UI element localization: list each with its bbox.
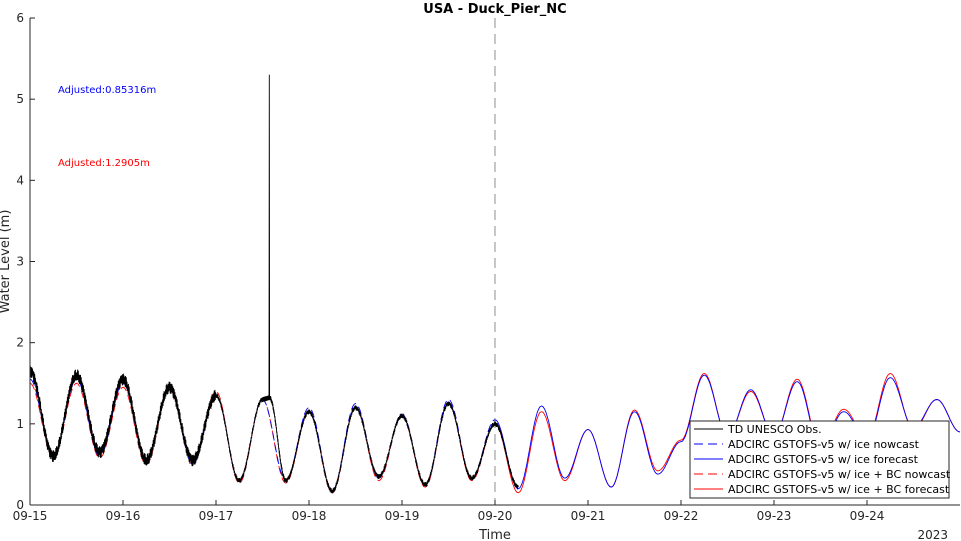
legend: TD UNESCO Obs. ADCIRC GSTOFS-v5 w/ ice no… (689, 420, 951, 499)
legend-box (689, 420, 950, 499)
axes-layer: 09-15 09-16 09-17 09-18 09-19 09-20 09-21 09-22… (13, 11, 960, 523)
y-tick-label: 5 (16, 92, 24, 106)
x-tick-label: 09-18 (292, 509, 327, 523)
annotation-adjusted-red: Adjusted:1.2905m (58, 158, 150, 169)
y-tick-label: 6 (16, 11, 24, 25)
x-tick-label: 09-23 (757, 509, 792, 523)
x-tick-label: 09-16 (106, 509, 141, 523)
x-tick-label: 09-24 (850, 509, 885, 523)
x-tick-label: 09-21 (571, 509, 606, 523)
legend-items: TD UNESCO Obs. ADCIRC GSTOFS-v5 w/ ice no… (694, 423, 951, 496)
legend-label-3: ADCIRC GSTOFS-v5 w/ ice + BC nowcast (728, 468, 951, 481)
x-tick-label: 09-15 (13, 509, 48, 523)
x-tick-label: 09-20 (478, 509, 513, 523)
legend-label-4: ADCIRC GSTOFS-v5 w/ ice + BC forecast (728, 483, 950, 496)
x-axis-label: Time (478, 528, 511, 541)
series-line-0 (29, 74, 519, 494)
legend-label-0: TD UNESCO Obs. (727, 423, 822, 436)
x-tick-label: 09-22 (664, 509, 699, 523)
y-tick-label: 1 (16, 417, 24, 431)
y-tick-label: 3 (16, 255, 24, 269)
chart-title: USA - Duck_Pier_NC (423, 2, 566, 17)
x-tick-label: 09-17 (199, 509, 234, 523)
annotation-adjusted-blue: Adjusted:0.85316m (58, 85, 156, 96)
y-tick-label: 4 (16, 173, 24, 187)
legend-label-2: ADCIRC GSTOFS-v5 w/ ice forecast (728, 453, 919, 466)
y-tick-label: 0 (16, 498, 24, 512)
y-axis-label: Water Level (m) (0, 210, 13, 314)
x-tick-label: 09-19 (385, 509, 420, 523)
y-tick-label: 2 (16, 336, 24, 350)
legend-label-1: ADCIRC GSTOFS-v5 w/ ice nowcast (728, 438, 920, 451)
x-axis-year-label: 2023 (917, 528, 948, 541)
